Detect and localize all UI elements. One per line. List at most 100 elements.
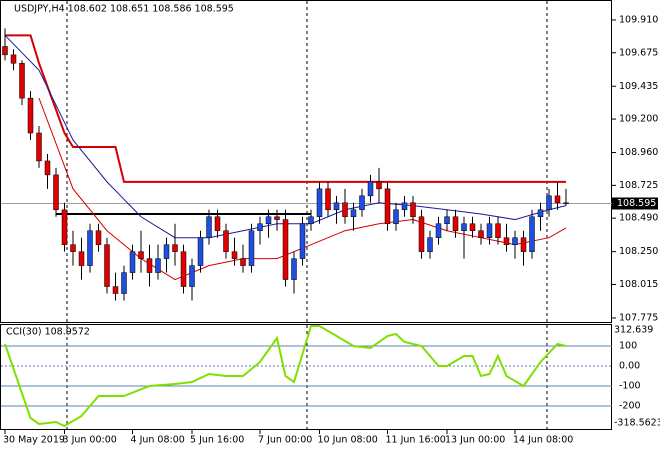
- y-tick-label: 109.200: [619, 114, 658, 125]
- overlay-line: [38, 97, 567, 281]
- candle-body: [546, 195, 552, 211]
- candle-body: [265, 216, 272, 224]
- candle-body: [410, 202, 416, 218]
- candle-body: [554, 195, 561, 204]
- candle-body: [291, 258, 297, 280]
- candle-body: [418, 216, 425, 252]
- candle-body: [461, 223, 467, 231]
- candle-body: [53, 174, 59, 211]
- y-tick-label: 108.250: [619, 246, 658, 257]
- candle-body: [393, 209, 399, 224]
- candle-body: [299, 223, 306, 259]
- last-price-box: [612, 197, 658, 210]
- candle-body: [512, 237, 518, 245]
- candle-body: [316, 188, 323, 218]
- cci-title: CCI(30) 108.9572: [6, 327, 90, 338]
- candle-body: [308, 216, 314, 224]
- candle-body: [70, 244, 76, 252]
- candle-body: [452, 216, 459, 231]
- x-tick-label: 10 Jun 08:00: [318, 435, 378, 446]
- x-tick-label: 11 Jun 16:00: [386, 435, 446, 446]
- y-tick-label: 108.490: [619, 213, 658, 224]
- candle-body: [104, 244, 110, 287]
- last-price-label: 108.595: [617, 198, 656, 209]
- x-tick-label: 5 Jun 16:00: [190, 435, 244, 446]
- x-tick-label: 13 Jun 00:00: [445, 435, 505, 446]
- candle-body: [520, 237, 527, 252]
- y-tick-label: 108.015: [619, 279, 658, 290]
- candle-body: [282, 219, 289, 280]
- candle-body: [367, 181, 374, 197]
- candle-body: [342, 202, 348, 218]
- candle-body: [78, 251, 85, 266]
- candle-body: [503, 237, 510, 245]
- candle-body: [435, 223, 442, 238]
- overlay-line: [4, 34, 567, 239]
- candle-body: [376, 181, 382, 190]
- candle-body: [112, 286, 119, 294]
- y-tick-label: 109.910: [619, 14, 658, 25]
- candle-body: [469, 223, 476, 231]
- candle-body: [19, 62, 25, 99]
- candle-body: [206, 216, 212, 238]
- y-tick-label: -200: [619, 401, 641, 412]
- candle-body: [223, 230, 229, 252]
- range-min-label: -318.5623: [614, 418, 660, 429]
- candle-body: [359, 195, 365, 211]
- candle-body: [257, 223, 263, 231]
- candle-body: [478, 230, 484, 238]
- y-tick-label: 107.775: [619, 312, 658, 323]
- candle-body: [529, 216, 535, 252]
- candle-body: [350, 209, 357, 218]
- candle-body: [87, 230, 93, 266]
- overlay-line: [5, 34, 566, 183]
- candle-body: [172, 244, 178, 252]
- candle-body: [129, 251, 136, 273]
- candle-body: [189, 265, 195, 287]
- candle-body: [384, 188, 391, 224]
- candle-body: [240, 258, 246, 266]
- y-tick-label: 0.00: [619, 361, 640, 372]
- candle-body: [180, 251, 187, 287]
- candle-body: [27, 97, 34, 134]
- y-tick-label: -100: [619, 381, 641, 392]
- candle-body: [495, 223, 501, 238]
- candle-body: [2, 46, 8, 56]
- candle-body: [333, 202, 340, 211]
- candle-body: [486, 223, 493, 238]
- x-tick-label: 4 Jun 08:00: [131, 435, 185, 446]
- chart-title: USDJPY,H4 108.602 108.651 108.586 108.59…: [14, 4, 234, 15]
- candle-body: [163, 244, 170, 259]
- candle-body: [325, 188, 331, 211]
- candle-body: [44, 160, 51, 176]
- x-tick-label: 14 Jun 08:00: [513, 435, 573, 446]
- candle-body: [231, 251, 238, 259]
- candle-body: [36, 132, 42, 162]
- x-tick-label: 30 May 2019: [3, 435, 65, 446]
- candle-body: [537, 209, 544, 218]
- cci-panel: [0, 324, 612, 430]
- y-tick-label: 108.725: [619, 180, 658, 191]
- y-tick-label: 108.960: [619, 147, 658, 158]
- cci-line: [4, 325, 567, 428]
- candle-body: [61, 209, 68, 245]
- candle-body: [248, 230, 255, 266]
- y-tick-label: 109.435: [619, 81, 658, 92]
- y-tick-label: 109.675: [619, 47, 658, 58]
- candle-body: [427, 237, 433, 252]
- candle-body: [155, 258, 161, 273]
- candle-body: [197, 237, 204, 266]
- range-max-label: 312.639: [614, 325, 653, 336]
- candle-body: [444, 216, 450, 224]
- candle-body: [95, 230, 102, 245]
- x-tick-label: 3 Jun 00:00: [63, 435, 117, 446]
- candle-body: [563, 202, 569, 205]
- x-tick-label: 7 Jun 00:00: [258, 435, 312, 446]
- candle-body: [138, 251, 144, 259]
- candle-body: [10, 54, 17, 64]
- candle-body: [214, 216, 221, 231]
- y-tick-label: 100: [619, 341, 637, 352]
- candle-body: [146, 258, 153, 273]
- candle-body: [401, 202, 408, 211]
